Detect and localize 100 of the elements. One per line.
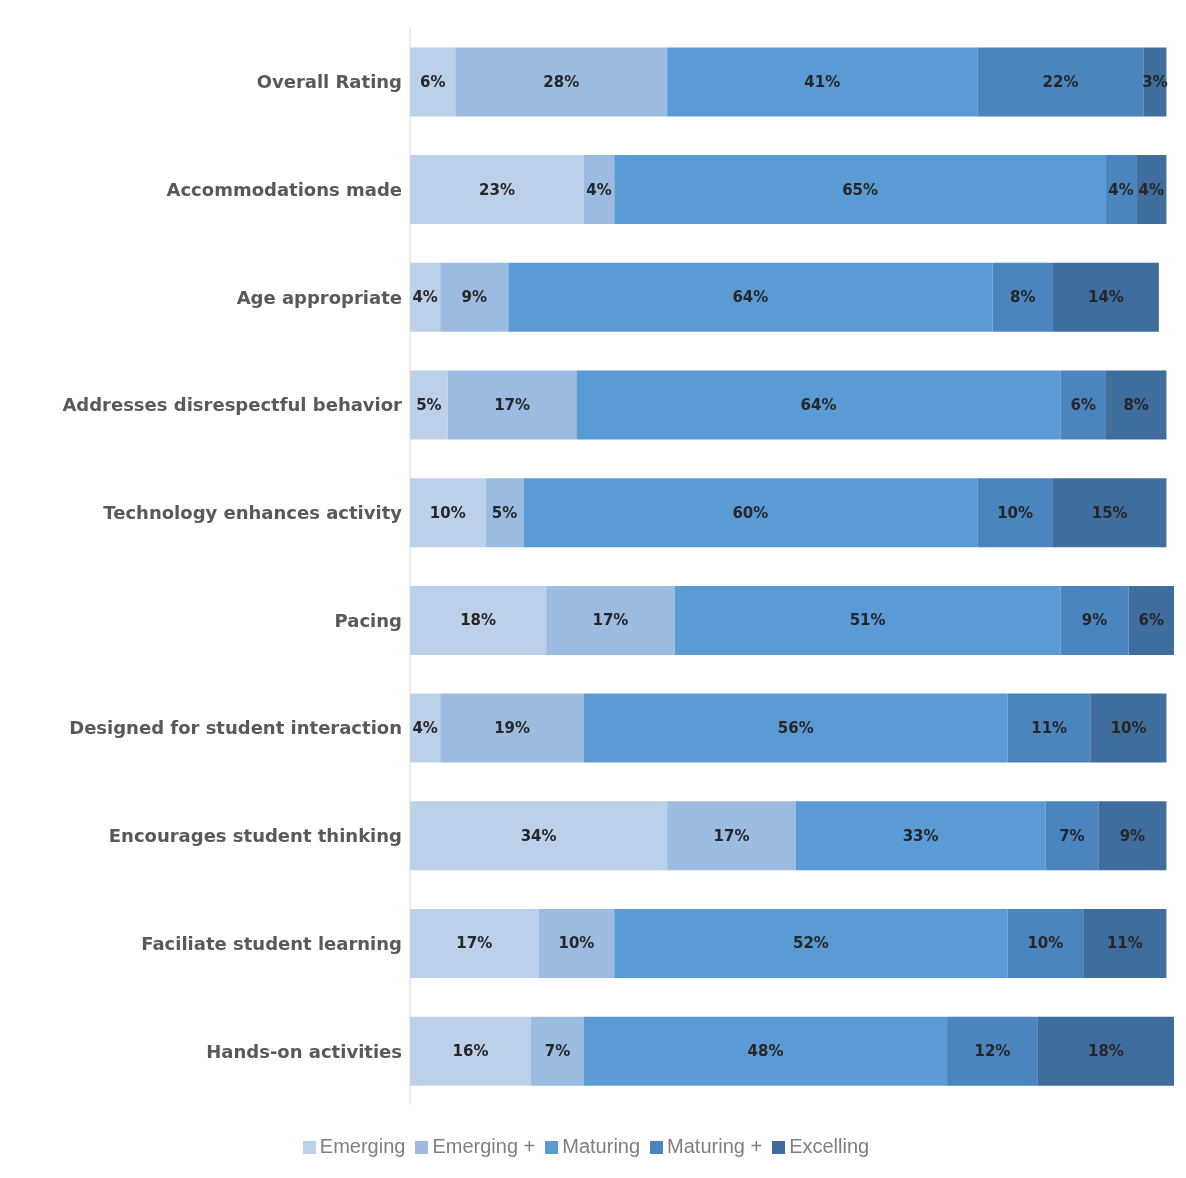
bar (1098, 801, 1167, 871)
data-label: 65% (842, 180, 879, 199)
bar (583, 155, 615, 225)
bar (977, 478, 1053, 548)
data-label: 28% (543, 72, 580, 91)
bar (1083, 908, 1167, 978)
bar (1052, 478, 1167, 548)
bar (1045, 801, 1099, 871)
y-tick-label: Hands-on activities (206, 1040, 402, 1062)
bar (440, 262, 509, 332)
data-label: 10% (1027, 934, 1064, 953)
bar (1007, 693, 1091, 763)
y-tick-label: Addresses disrespectful behavior (62, 394, 403, 416)
bar (1105, 155, 1137, 225)
bar (674, 585, 1061, 655)
bar (531, 1016, 584, 1086)
bar (1090, 693, 1167, 763)
bar (947, 1016, 1038, 1086)
bar (440, 693, 584, 763)
data-label: 10% (997, 503, 1034, 522)
bar (667, 47, 978, 117)
y-tick-label: Faciliate student learning (141, 932, 402, 954)
legend-label: Excelling (789, 1135, 870, 1157)
data-label: 4% (586, 180, 612, 199)
data-label: 33% (902, 826, 939, 845)
data-label: 12% (974, 1042, 1011, 1061)
legend-label: Maturing + (667, 1135, 763, 1157)
bar (1052, 262, 1159, 332)
data-label: 5% (416, 395, 442, 414)
bar (546, 585, 675, 655)
bar (1007, 908, 1084, 978)
data-label: 22% (1042, 72, 1079, 91)
bar (667, 801, 796, 871)
data-label: 48% (747, 1042, 784, 1061)
data-label: 6% (1138, 611, 1165, 630)
data-label: 8% (1123, 395, 1149, 414)
data-label: 23% (479, 180, 515, 199)
bar (538, 908, 615, 978)
bar (410, 155, 584, 225)
data-label: 6% (1070, 395, 1096, 414)
data-label: 4% (1108, 180, 1134, 199)
data-label: 19% (494, 719, 531, 738)
data-label: 7% (544, 1042, 571, 1061)
data-label: 9% (1119, 826, 1146, 845)
bar (977, 47, 1144, 117)
bar (485, 478, 524, 548)
data-label: 18% (460, 611, 497, 630)
data-label: 10% (429, 503, 466, 522)
data-label: 4% (1138, 180, 1165, 199)
bar (1060, 585, 1129, 655)
data-label: 4% (412, 288, 438, 307)
data-label: 17% (456, 934, 493, 953)
bar (1105, 370, 1167, 440)
bar (410, 478, 486, 548)
data-label: 64% (732, 288, 769, 307)
y-tick-label: Encourages student thinking (108, 825, 402, 847)
bar (455, 47, 668, 117)
bar (410, 908, 539, 978)
data-label: 17% (713, 826, 750, 845)
bar (614, 908, 1008, 978)
y-tick-label: Accommodations made (166, 178, 402, 200)
data-label: 11% (1106, 934, 1143, 953)
data-label: 56% (777, 719, 814, 738)
bar (583, 1016, 948, 1086)
data-label: 11% (1031, 719, 1068, 738)
bar (614, 155, 1106, 225)
y-tick-label: Pacing (334, 609, 402, 631)
bar (410, 370, 448, 440)
data-label: 5% (491, 503, 518, 522)
data-label: 15% (1091, 503, 1128, 522)
data-label: 7% (1059, 826, 1085, 845)
data-label: 41% (804, 72, 841, 91)
legend-label: Maturing (562, 1135, 641, 1157)
legend-label: Emerging + (432, 1135, 536, 1157)
data-label: 18% (1087, 1042, 1124, 1061)
data-label: 10% (558, 934, 595, 953)
y-tick-label: Overall Rating (256, 71, 402, 93)
bar (576, 370, 1061, 440)
data-label: 52% (792, 934, 829, 953)
data-label: 9% (1081, 611, 1108, 630)
data-label: 9% (461, 288, 488, 307)
data-label: 60% (732, 503, 769, 522)
bar (583, 693, 1008, 763)
data-label: 17% (494, 395, 531, 414)
data-label: 10% (1110, 719, 1147, 738)
bar (795, 801, 1046, 871)
data-label: 4% (412, 719, 438, 738)
bar (1136, 155, 1167, 225)
bar (410, 801, 668, 871)
data-label: 8% (1009, 288, 1036, 307)
bar (1037, 1016, 1174, 1086)
bar (410, 585, 547, 655)
bar (1128, 585, 1174, 655)
bar (508, 262, 993, 332)
data-label: 51% (849, 611, 886, 630)
data-label: 14% (1087, 288, 1124, 307)
data-label: 17% (592, 611, 629, 630)
bar (523, 478, 978, 548)
bar (410, 47, 456, 117)
bar (992, 262, 1053, 332)
